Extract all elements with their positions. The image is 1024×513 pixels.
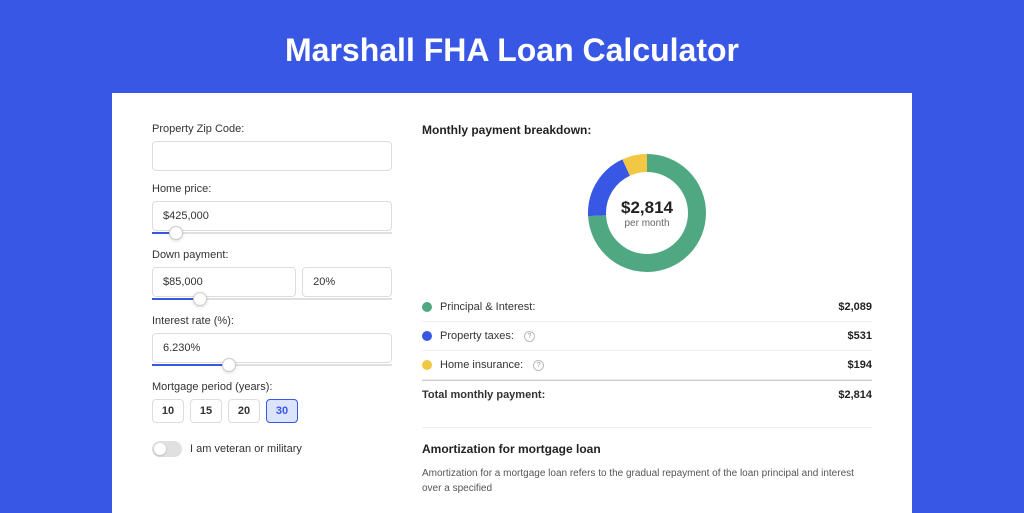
zip-input[interactable]	[152, 141, 392, 171]
period-btn-20[interactable]: 20	[228, 399, 260, 423]
calculator-panel: Property Zip Code: Home price: Down paym…	[112, 93, 912, 513]
down-payment-slider[interactable]	[152, 295, 392, 303]
form-column: Property Zip Code: Home price: Down paym…	[152, 123, 392, 496]
breakdown-column: Monthly payment breakdown: $2,814 per mo…	[422, 123, 872, 496]
legend-row: Home insurance:? $194	[422, 351, 872, 380]
donut-chart: $2,814 per month	[587, 153, 707, 273]
home-price-slider[interactable]	[152, 229, 392, 237]
down-payment-input[interactable]	[152, 267, 296, 297]
legend-label: Home insurance:	[440, 359, 523, 371]
amortization-text: Amortization for a mortgage loan refers …	[422, 466, 872, 496]
period-btn-30[interactable]: 30	[266, 399, 298, 423]
zip-label: Property Zip Code:	[152, 123, 392, 135]
breakdown-title: Monthly payment breakdown:	[422, 123, 872, 137]
toggle-knob	[154, 443, 166, 455]
legend-value: $531	[848, 330, 872, 342]
legend-row: Principal & Interest: $2,089	[422, 293, 872, 322]
amortization-section: Amortization for mortgage loan Amortizat…	[422, 427, 872, 496]
legend-total-label: Total monthly payment:	[422, 389, 545, 401]
mortgage-period-field: Mortgage period (years): 10152030	[152, 381, 392, 423]
help-icon[interactable]: ?	[524, 331, 535, 342]
donut-center: $2,814 per month	[587, 153, 707, 273]
legend-row: Property taxes:? $531	[422, 322, 872, 351]
zip-field: Property Zip Code:	[152, 123, 392, 171]
legend-dot	[422, 302, 432, 312]
donut-amount: $2,814	[621, 198, 673, 218]
home-price-field: Home price:	[152, 183, 392, 237]
mortgage-period-label: Mortgage period (years):	[152, 381, 392, 393]
donut-wrap: $2,814 per month	[422, 153, 872, 273]
down-payment-pct-input[interactable]	[302, 267, 392, 297]
legend-label: Principal & Interest:	[440, 301, 535, 313]
veteran-label: I am veteran or military	[190, 443, 302, 455]
period-btn-15[interactable]: 15	[190, 399, 222, 423]
home-price-input[interactable]	[152, 201, 392, 231]
legend-dot	[422, 360, 432, 370]
legend-label: Property taxes:	[440, 330, 514, 342]
down-payment-field: Down payment:	[152, 249, 392, 303]
donut-sub: per month	[624, 218, 669, 229]
interest-rate-label: Interest rate (%):	[152, 315, 392, 327]
interest-rate-input[interactable]	[152, 333, 392, 363]
veteran-toggle[interactable]	[152, 441, 182, 457]
home-price-label: Home price:	[152, 183, 392, 195]
page-title: Marshall FHA Loan Calculator	[0, 32, 1024, 69]
page-header: Marshall FHA Loan Calculator	[0, 0, 1024, 93]
legend-total-row: Total monthly payment: $2,814	[422, 380, 872, 409]
amortization-title: Amortization for mortgage loan	[422, 442, 872, 456]
legend-total-value: $2,814	[838, 389, 872, 401]
interest-rate-field: Interest rate (%):	[152, 315, 392, 369]
period-btn-10[interactable]: 10	[152, 399, 184, 423]
veteran-row: I am veteran or military	[152, 441, 392, 457]
legend-value: $2,089	[838, 301, 872, 313]
interest-rate-slider[interactable]	[152, 361, 392, 369]
down-payment-label: Down payment:	[152, 249, 392, 261]
help-icon[interactable]: ?	[533, 360, 544, 371]
legend-value: $194	[848, 359, 872, 371]
legend-dot	[422, 331, 432, 341]
